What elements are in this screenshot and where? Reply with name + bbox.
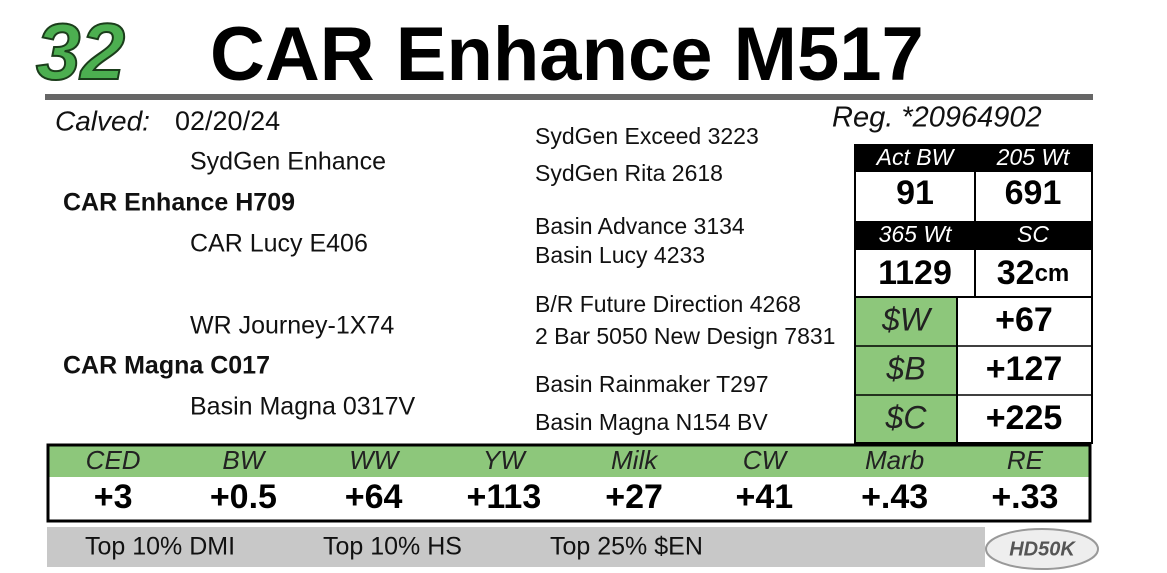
- index-label: $B: [885, 350, 925, 386]
- third-gen-name: Basin Rainmaker T297: [535, 371, 769, 397]
- index-value: +127: [986, 350, 1063, 388]
- stat-value: 691: [1005, 174, 1062, 212]
- third-generation: SydGen Exceed 3223 SydGen Rita 2618 Basin …: [535, 123, 835, 435]
- epd-label: RE: [1007, 445, 1044, 475]
- epd-value: +.43: [861, 478, 928, 516]
- third-gen-name: Basin Advance 3134: [535, 213, 745, 239]
- index-value: +225: [986, 399, 1063, 437]
- footer-note: Top 25% $EN: [550, 533, 703, 561]
- third-gen-name: SydGen Rita 2618: [535, 160, 723, 186]
- logo-badge: [985, 528, 1099, 570]
- stat-value: 1129: [878, 254, 952, 292]
- epd-label: YW: [483, 445, 527, 475]
- third-gen-name: B/R Future Direction 4268: [535, 291, 801, 317]
- epd-label: Marb: [865, 445, 924, 475]
- stat-value: 32cm: [997, 254, 1070, 292]
- epd-value: +64: [345, 478, 403, 516]
- epd-value: +27: [605, 478, 663, 516]
- logo: HD50K: [1009, 538, 1076, 560]
- title-rule: [45, 94, 1093, 100]
- dam-dam: Basin Magna 0317V: [190, 393, 415, 421]
- epd-label: WW: [349, 445, 401, 475]
- footer-note: Top 10% HS: [323, 533, 462, 561]
- sc-unit: cm: [1035, 260, 1070, 287]
- epd-label: CW: [743, 445, 789, 475]
- dam: CAR Magna C017: [63, 352, 270, 380]
- index-label: $C: [885, 399, 928, 435]
- third-gen-name: SydGen Exceed 3223: [535, 123, 759, 149]
- footer-note: Top 10% DMI: [85, 533, 235, 561]
- epd-value: +3: [94, 478, 133, 516]
- epd-header: [48, 445, 1090, 477]
- stats-header: [855, 145, 1092, 172]
- epd-table: [46, 443, 1092, 523]
- epds: CED+3BW+0.5WW+64YW+113Milk+27CW+41Marb+.…: [86, 445, 1059, 516]
- indexes: $W +67 $B +127 $C +225: [881, 301, 1062, 437]
- third-gen-name: Basin Lucy 4233: [535, 242, 705, 268]
- epd-value: +113: [467, 478, 542, 516]
- sc-value: 32: [997, 254, 1035, 292]
- third-gen-name: Basin Magna N154 BV: [535, 409, 768, 435]
- stat-header: SC: [1017, 221, 1049, 247]
- stat-value: 91: [896, 174, 934, 212]
- dam-sire: WR Journey-1X74: [190, 312, 394, 340]
- epd-label: CED: [86, 445, 141, 475]
- sire-dam: CAR Lucy E406: [190, 230, 368, 258]
- epd-value: +41: [736, 478, 794, 516]
- calved-date: 02/20/24: [175, 106, 280, 136]
- animal-name: CAR Enhance M517: [210, 12, 924, 97]
- registration: Reg. *20964902: [832, 102, 1042, 134]
- index-box: [854, 296, 1093, 444]
- stat-header: Act BW: [875, 144, 956, 170]
- stat-header: 205 Wt: [996, 144, 1071, 170]
- sire-sire: SydGen Enhance: [190, 148, 386, 176]
- epd-label: Milk: [611, 445, 659, 475]
- epd-value: +0.5: [210, 478, 277, 516]
- epd-value: +.33: [991, 478, 1058, 516]
- stat-header: 365 Wt: [879, 221, 953, 247]
- index-label-column: [855, 297, 957, 443]
- calved-label: Calved:: [55, 105, 150, 136]
- footer-bar: [47, 527, 985, 567]
- epd-label: BW: [222, 445, 266, 475]
- stats-header: [855, 221, 1092, 250]
- index-label: $W: [881, 301, 933, 337]
- index-value: +67: [995, 301, 1053, 339]
- third-gen-name: 2 Bar 5050 New Design 7831: [535, 323, 835, 349]
- sire: CAR Enhance H709: [63, 189, 295, 217]
- lot-number: 32: [36, 7, 125, 96]
